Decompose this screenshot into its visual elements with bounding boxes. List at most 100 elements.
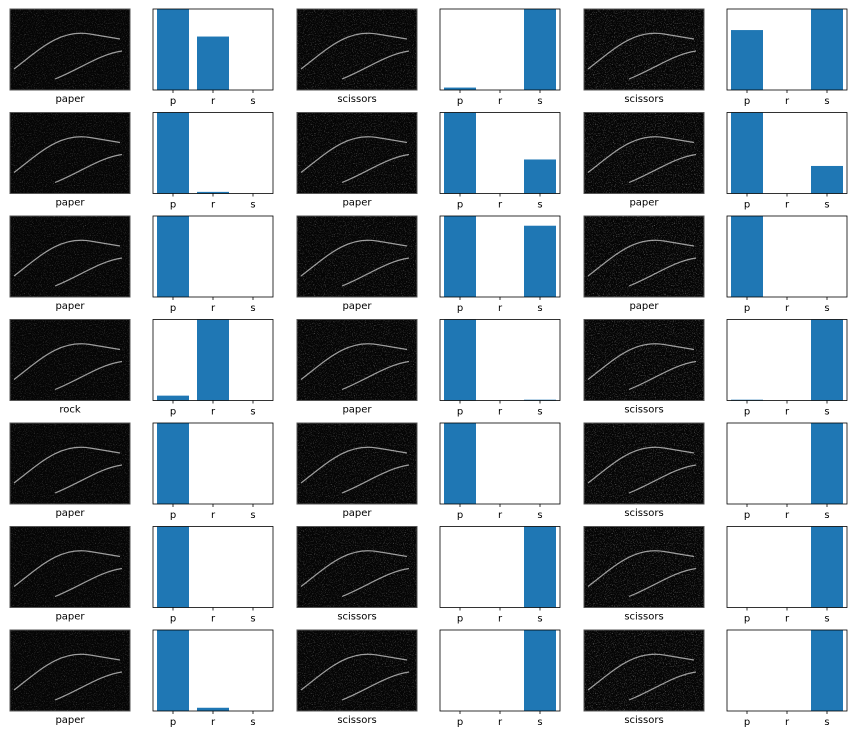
axes-frame — [152, 422, 274, 505]
bar — [524, 225, 556, 297]
x-tick-label: s — [824, 96, 829, 107]
image-frame — [9, 112, 131, 194]
image-noise — [10, 423, 130, 504]
x-tick-label: r — [785, 510, 790, 521]
x-tick-label: r — [785, 407, 790, 418]
x-tick-label: r — [785, 200, 790, 211]
bar — [811, 526, 843, 608]
image-label: scissors — [624, 508, 663, 519]
bar — [524, 159, 556, 194]
x-tick-label: r — [498, 200, 503, 211]
image-hand-outline — [587, 136, 697, 184]
bar — [197, 707, 229, 711]
bar — [157, 112, 189, 194]
image-noise — [10, 112, 130, 194]
image-label: paper — [55, 198, 85, 209]
x-tick-label: p — [170, 200, 176, 211]
image-frame — [9, 215, 131, 298]
image-noise — [297, 9, 417, 90]
image-label: scissors — [337, 612, 376, 623]
image-hand-outline — [13, 136, 123, 184]
bar — [197, 319, 229, 401]
x-tick-label: p — [170, 510, 176, 521]
image-hand-outline — [587, 446, 697, 494]
bar — [157, 630, 189, 711]
image-noise — [584, 112, 704, 194]
image-frame — [583, 8, 705, 91]
x-tick-label: r — [211, 407, 216, 418]
image-hand-outline — [13, 550, 123, 598]
axes-frame — [726, 422, 848, 505]
x-tick-label: p — [744, 614, 750, 625]
x-tick-label: s — [537, 200, 542, 211]
bar — [197, 36, 229, 90]
image-noise — [584, 319, 704, 401]
axes-frame — [439, 629, 561, 712]
x-tick-label: s — [537, 407, 542, 418]
x-tick-label: s — [250, 510, 255, 521]
image-hand-outline — [587, 32, 697, 80]
image-hand-outline — [587, 239, 697, 287]
image-label: paper — [342, 405, 372, 416]
x-tick-label: s — [250, 200, 255, 211]
image-frame — [296, 526, 418, 608]
image-label: paper — [342, 198, 372, 209]
bar — [731, 30, 763, 91]
bar — [157, 395, 189, 401]
x-tick-label: s — [824, 200, 829, 211]
x-tick-label: s — [250, 614, 255, 625]
image-frame — [583, 629, 705, 712]
x-tick-label: p — [170, 96, 176, 107]
image-hand-outline — [13, 446, 123, 494]
image-label: scissors — [337, 94, 376, 105]
image-hand-outline — [13, 32, 123, 80]
bar — [524, 399, 556, 401]
x-tick-label: s — [824, 303, 829, 314]
x-tick-label: s — [824, 717, 829, 728]
image-hand-outline — [300, 239, 410, 287]
image-frame — [9, 629, 131, 712]
x-tick-label: r — [498, 303, 503, 314]
x-tick-label: r — [785, 96, 790, 107]
x-tick-label: r — [498, 510, 503, 521]
image-label: paper — [55, 612, 85, 623]
x-tick-label: r — [785, 303, 790, 314]
x-tick-label: p — [170, 303, 176, 314]
x-tick-label: p — [744, 96, 750, 107]
image-frame — [296, 319, 418, 401]
x-tick-label: r — [211, 614, 216, 625]
image-noise — [10, 630, 130, 711]
image-label: paper — [55, 715, 85, 726]
x-tick-label: r — [211, 717, 216, 728]
axes-frame — [152, 8, 274, 91]
image-label: rock — [59, 405, 81, 416]
image-label: paper — [55, 301, 85, 312]
image-frame — [583, 215, 705, 298]
image-hand-outline — [13, 239, 123, 287]
image-noise — [297, 112, 417, 194]
image-noise — [584, 630, 704, 711]
image-noise — [584, 9, 704, 90]
image-label: paper — [55, 94, 85, 105]
x-tick-label: r — [211, 96, 216, 107]
image-noise — [297, 216, 417, 297]
axes-frame — [439, 319, 561, 401]
x-tick-label: p — [457, 510, 463, 521]
x-tick-label: r — [498, 717, 503, 728]
x-tick-label: s — [537, 614, 542, 625]
image-noise — [584, 423, 704, 504]
axes-frame — [726, 8, 848, 91]
x-tick-label: r — [211, 303, 216, 314]
x-tick-label: s — [537, 96, 542, 107]
axes-frame — [439, 112, 561, 194]
image-noise — [297, 423, 417, 504]
x-tick-label: s — [250, 717, 255, 728]
bar — [157, 9, 189, 90]
axes-frame — [152, 319, 274, 401]
axes-frame — [726, 526, 848, 608]
image-hand-outline — [587, 550, 697, 598]
x-tick-label: p — [457, 303, 463, 314]
x-tick-label: r — [211, 510, 216, 521]
image-label: paper — [342, 508, 372, 519]
image-hand-outline — [13, 653, 123, 701]
